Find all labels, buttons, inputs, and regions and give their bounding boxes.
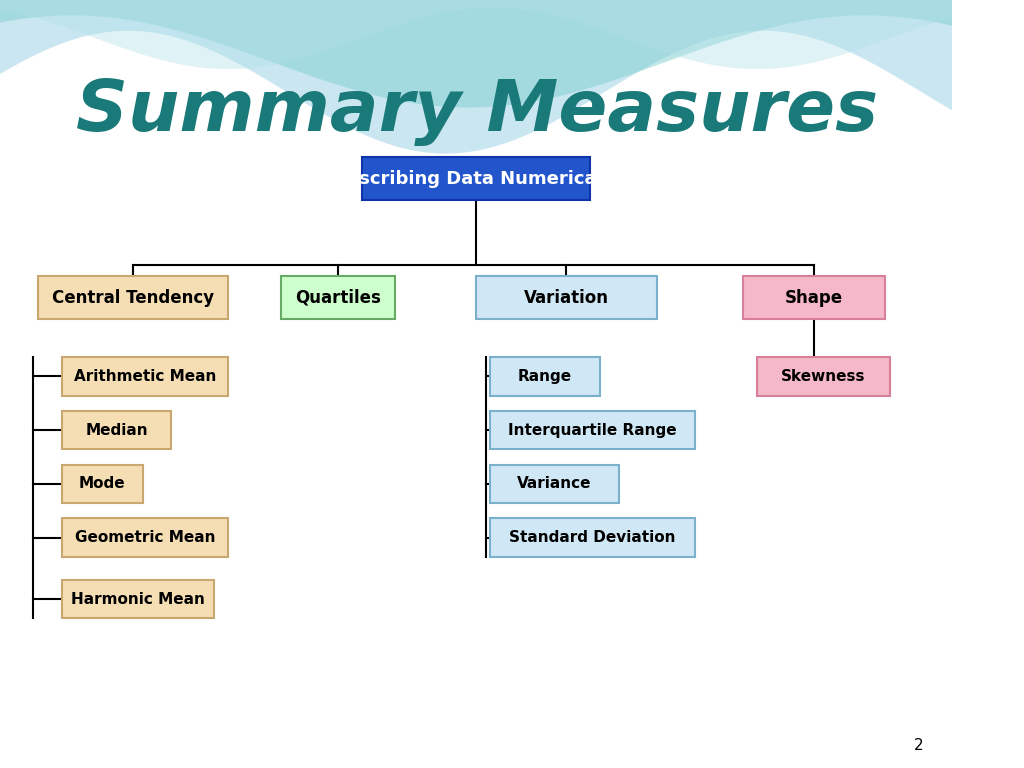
FancyBboxPatch shape	[61, 465, 142, 503]
FancyBboxPatch shape	[490, 465, 618, 503]
Text: Central Tendency: Central Tendency	[52, 289, 214, 306]
FancyBboxPatch shape	[38, 276, 228, 319]
FancyBboxPatch shape	[281, 276, 395, 319]
Text: Variance: Variance	[517, 476, 592, 492]
Text: Mode: Mode	[79, 476, 126, 492]
Text: Skewness: Skewness	[781, 369, 865, 384]
FancyBboxPatch shape	[490, 411, 695, 449]
Text: Describing Data Numerically: Describing Data Numerically	[332, 170, 621, 187]
Text: Quartiles: Quartiles	[295, 289, 381, 306]
Polygon shape	[0, 0, 952, 108]
Polygon shape	[0, 0, 952, 69]
FancyBboxPatch shape	[476, 276, 656, 319]
FancyBboxPatch shape	[61, 518, 228, 557]
Text: Harmonic Mean: Harmonic Mean	[71, 591, 205, 607]
FancyBboxPatch shape	[490, 518, 695, 557]
Text: 2: 2	[913, 737, 924, 753]
Text: Median: Median	[85, 422, 147, 438]
Text: Variation: Variation	[524, 289, 609, 306]
FancyBboxPatch shape	[757, 357, 890, 396]
FancyBboxPatch shape	[490, 357, 600, 396]
FancyBboxPatch shape	[61, 411, 171, 449]
FancyBboxPatch shape	[61, 580, 214, 618]
Text: Range: Range	[518, 369, 572, 384]
Text: Arithmetic Mean: Arithmetic Mean	[74, 369, 216, 384]
Text: Geometric Mean: Geometric Mean	[75, 530, 215, 545]
Text: Summary Measures: Summary Measures	[76, 77, 879, 146]
FancyBboxPatch shape	[61, 357, 228, 396]
FancyBboxPatch shape	[361, 157, 590, 200]
Text: Interquartile Range: Interquartile Range	[508, 422, 677, 438]
Text: Shape: Shape	[784, 289, 843, 306]
Text: Standard Deviation: Standard Deviation	[509, 530, 676, 545]
Polygon shape	[0, 0, 952, 154]
FancyBboxPatch shape	[742, 276, 886, 319]
